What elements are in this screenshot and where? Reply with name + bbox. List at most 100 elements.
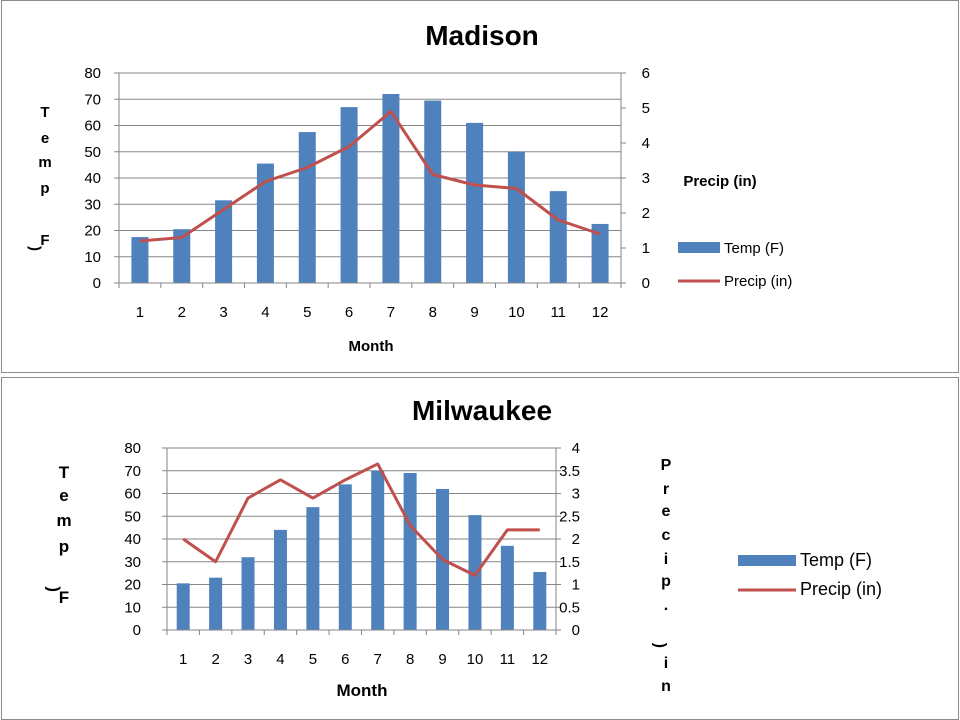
milwaukee-chart-panel: Milwaukee 0 10 20 30 40 50 60 70 80 0 0.5 1 1.5 2 2.5 3 3… [1, 377, 959, 720]
y-tick-label: 30 [124, 554, 141, 571]
x-tick-label: 5 [309, 651, 317, 668]
madison-chart-panel: Madison 0 10 20 30 40 50 60 70 80 0 1 2 3 4 5 6 1 2 3 4 5 6 7 8 9… [1, 0, 959, 373]
y-tick-label: 0 [93, 275, 101, 292]
legend-swatch-temp [678, 242, 720, 253]
x-tick-label: 1 [179, 651, 187, 668]
y-tick-label: 50 [84, 144, 101, 161]
chart-title: Milwaukee [412, 395, 552, 426]
x-tick-label: 10 [508, 304, 525, 321]
y2-tick-label: 0 [642, 275, 650, 292]
x-axis-title: Month [337, 681, 388, 700]
y2-tick-label: 5 [642, 100, 650, 117]
x-tick-label: 3 [219, 304, 227, 321]
x-tick-label: 8 [429, 304, 437, 321]
x-tick-label: 4 [261, 304, 269, 321]
x-tick-label: 10 [467, 651, 484, 668]
x-tick-label: 3 [244, 651, 252, 668]
x-tick-label: 11 [550, 304, 566, 321]
y2-tick-label: 3 [572, 486, 580, 503]
y-tick-label: 40 [124, 531, 141, 548]
bar [176, 583, 190, 630]
y2-tick-label: 3 [642, 170, 650, 187]
x-tick-label: 9 [470, 304, 478, 321]
y2-tick-label: 4 [572, 440, 580, 457]
bar [403, 473, 417, 630]
bar [273, 529, 287, 630]
x-tick-label: 5 [303, 304, 311, 321]
x-tick-label: 12 [531, 651, 548, 668]
bar [215, 200, 233, 283]
y2-tick-label: 4 [642, 135, 650, 152]
legend-label-temp: Temp (F) [724, 240, 784, 257]
bar [424, 100, 442, 283]
y2-tick-label: 2 [642, 205, 650, 222]
y-tick-label: 10 [84, 249, 101, 266]
x-tick-label: 4 [276, 651, 284, 668]
y2-tick-label: 1 [642, 240, 650, 257]
milwaukee-chart: Milwaukee 0 10 20 30 40 50 60 70 80 0 0.5 1 1.5 2 2.5 3 3… [42, 395, 882, 700]
chart-title: Madison [425, 20, 539, 51]
y2-tick-label: 1 [572, 577, 580, 594]
y2-tick-label: 0.5 [559, 599, 580, 616]
y2-tick-label: 3.5 [559, 463, 580, 480]
bar [371, 470, 385, 630]
legend-swatch-temp [738, 555, 796, 566]
bar [298, 132, 316, 283]
legend-label-precip: Precip (in) [724, 273, 792, 290]
bar [533, 571, 547, 630]
bar [173, 229, 191, 283]
x-axis-title: Month [349, 338, 394, 355]
x-tick-label: 12 [592, 304, 609, 321]
y2-tick-label: 6 [642, 65, 650, 82]
bar [241, 557, 255, 630]
y2-tick-label: 0 [572, 622, 580, 639]
y-tick-label: 50 [124, 508, 141, 525]
bar [256, 163, 274, 283]
y-tick-label: 70 [84, 91, 101, 108]
y-tick-label: 70 [124, 463, 141, 480]
x-tick-label: 9 [438, 651, 446, 668]
precip-line [139, 110, 601, 243]
y2-tick-label: 2 [572, 531, 580, 548]
y2-axis-title: Precip (in) [683, 173, 756, 190]
x-tick-label: 6 [341, 651, 349, 668]
y-tick-label: 20 [124, 577, 141, 594]
y-tick-label: 80 [124, 440, 141, 457]
x-tick-label: 8 [406, 651, 414, 668]
x-tick-label: 2 [178, 304, 186, 321]
y-tick-label: 40 [84, 170, 101, 187]
x-tick-label: 11 [500, 651, 516, 668]
y-tick-label: 20 [84, 223, 101, 240]
bar [209, 577, 223, 630]
bar [338, 484, 352, 630]
bar [131, 237, 149, 283]
bar [591, 223, 609, 283]
legend-label-precip: Precip (in) [800, 579, 882, 599]
x-tick-label: 1 [136, 304, 144, 321]
bar [549, 191, 567, 283]
y-tick-label: 0 [133, 622, 141, 639]
bar [466, 122, 484, 283]
bar [507, 151, 525, 283]
y-tick-label: 30 [84, 196, 101, 213]
y-tick-label: 60 [124, 486, 141, 503]
x-tick-label: 2 [211, 651, 219, 668]
x-tick-label: 6 [345, 304, 353, 321]
y2-tick-label: 1.5 [559, 554, 580, 571]
y-tick-label: 10 [124, 599, 141, 616]
x-tick-label: 7 [387, 304, 395, 321]
legend-label-temp: Temp (F) [800, 550, 872, 570]
y-tick-label: 80 [84, 65, 101, 82]
y-tick-label: 60 [84, 118, 101, 135]
bar [306, 507, 320, 630]
y2-tick-label: 2.5 [559, 508, 580, 525]
x-tick-label: 7 [374, 651, 382, 668]
bar [340, 107, 358, 283]
bar [382, 94, 400, 283]
precip-line [182, 462, 540, 577]
bar [468, 515, 482, 630]
